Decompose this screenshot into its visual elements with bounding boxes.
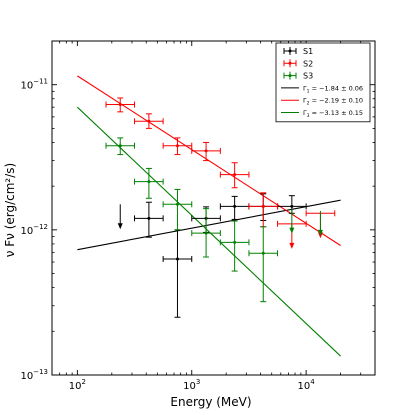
data-point-marker	[261, 204, 265, 208]
data-point	[134, 201, 164, 238]
y-axis-label: ν Fν (erg/cm²/s)	[3, 163, 17, 257]
data-point-marker	[147, 180, 151, 184]
legend-label: Γ2 = −2.19 ± 0.10	[303, 97, 363, 107]
legend-box	[275, 42, 371, 123]
x-tick-label: 103	[183, 378, 200, 392]
upper-limit	[317, 210, 323, 236]
data-point-marker	[175, 257, 179, 261]
data-point	[248, 226, 279, 303]
legend-item: S2	[283, 59, 313, 68]
fit-line-3	[76, 106, 341, 357]
data-point	[162, 137, 193, 156]
upper-limit	[289, 208, 295, 234]
x-tick-label: 104	[298, 378, 316, 392]
data-point-marker	[118, 103, 122, 107]
data-point-marker	[175, 202, 179, 206]
upper-limit-arrow	[117, 223, 123, 230]
legend-label: Γ1 = −1.84 ± 0.06	[303, 84, 363, 94]
x-axis-label: Energy (MeV)	[170, 395, 251, 409]
fit-line-1	[77, 199, 341, 251]
y-tick-label: 10−12	[20, 223, 48, 237]
legend-marker	[288, 61, 292, 65]
legend-item: S1	[283, 47, 313, 56]
data-point	[162, 188, 193, 231]
data-point	[219, 162, 250, 189]
legend-item: Γ3 = −3.13 ± 0.15	[281, 109, 363, 119]
data-point-marker	[175, 144, 179, 148]
data-point	[134, 167, 164, 199]
series-s3	[105, 137, 323, 303]
legend-item: Γ2 = −2.19 ± 0.10	[281, 97, 363, 107]
x-tick-label: 102	[69, 378, 86, 392]
data-point-marker	[233, 173, 237, 177]
data-point	[191, 208, 221, 258]
upper-limit-arrow	[289, 227, 295, 234]
data-point	[105, 137, 136, 156]
legend-marker	[288, 49, 292, 53]
legend-label: S2	[303, 59, 313, 68]
legend-label: S3	[303, 72, 313, 81]
data-point	[134, 113, 164, 129]
data-point-marker	[233, 240, 237, 244]
data-point-marker	[204, 231, 208, 235]
data-point-marker	[147, 216, 151, 220]
upper-limit	[117, 204, 123, 230]
axes: 102 103 104 10−13 10−12 10−11	[20, 40, 376, 392]
data-point-marker	[261, 251, 265, 255]
y-tick-label: 10−13	[20, 368, 48, 382]
data-point-marker	[118, 144, 122, 148]
upper-limit-arrow	[317, 229, 323, 236]
data-point	[219, 220, 250, 272]
legend: S1 S2 S3 Γ1 = −1.84 ± 0.06 Γ2 = −2.19 ± 0.10…	[275, 42, 371, 123]
legend-label: Γ3 = −3.13 ± 0.15	[303, 109, 363, 119]
data-point	[219, 195, 250, 220]
legend-label: S1	[303, 47, 313, 56]
data-point-marker	[204, 149, 208, 153]
plot-frame	[51, 40, 376, 376]
upper-limit-arrow	[289, 242, 295, 249]
data-point	[248, 192, 279, 228]
data-points	[105, 97, 336, 318]
data-point	[191, 141, 221, 162]
y-tick-label: 10−11	[20, 78, 48, 92]
data-point-marker	[147, 119, 151, 123]
legend-marker	[288, 74, 292, 78]
data-point-marker	[290, 204, 294, 208]
data-point	[105, 97, 136, 113]
data-point	[162, 229, 193, 318]
legend-item: S3	[283, 71, 313, 81]
series-s2	[105, 97, 336, 249]
legend-item: Γ1 = −1.84 ± 0.06	[281, 84, 363, 94]
data-point-marker	[233, 204, 237, 208]
